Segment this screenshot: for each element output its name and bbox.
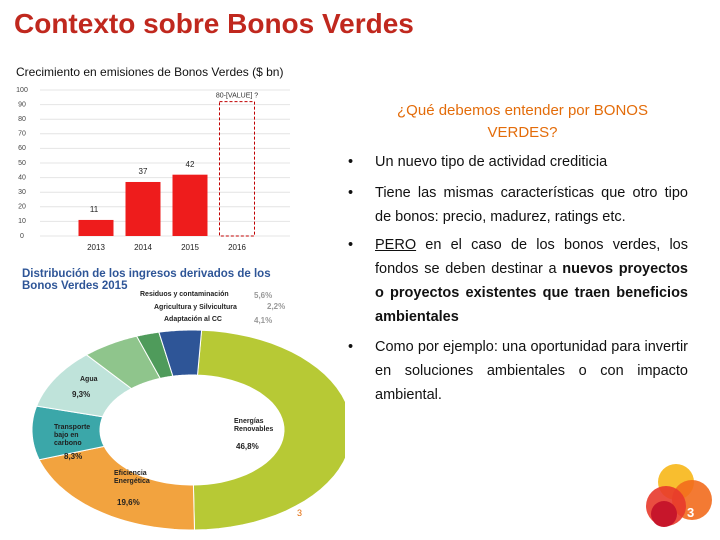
- x-tick-label: 2016: [228, 243, 246, 252]
- bullet-dot: •: [348, 185, 354, 201]
- data-label: 42: [186, 160, 195, 169]
- bullet-item: • Como por ejemplo: una oportunidad para …: [348, 335, 688, 407]
- projected-bar: [219, 101, 255, 237]
- y-tick-label: 50: [18, 160, 26, 167]
- donut-slice: [158, 329, 203, 377]
- bar: [78, 219, 114, 236]
- bar-chart-title: Crecimiento en emisiones de Bonos Verdes…: [16, 65, 284, 79]
- slice-value: 4,1%: [254, 316, 273, 325]
- y-tick-label: 10: [18, 218, 26, 225]
- donut-slice: [38, 445, 196, 531]
- slice-label: Residuos y contaminación: [140, 291, 229, 298]
- bullet-dot: •: [348, 154, 354, 170]
- y-tick-label: 100: [16, 87, 28, 94]
- slide-title: Contexto sobre Bonos Verdes: [14, 8, 414, 39]
- bullet-text: Tiene las mismas características que otr…: [375, 181, 688, 229]
- x-tick-label: 2015: [181, 243, 199, 252]
- text-run: en el caso de los bonos verdes, los fond…: [375, 237, 688, 277]
- data-label: 37: [139, 167, 148, 176]
- slice-label: Eficiencia Energética: [114, 470, 150, 485]
- y-tick-label: 90: [18, 101, 26, 108]
- x-tick-label: 2014: [134, 243, 152, 252]
- bullet-dot: •: [348, 339, 354, 355]
- slice-value: 9,3%: [72, 390, 91, 399]
- slice-value: 2,2%: [267, 302, 286, 311]
- text-run: PERO: [375, 237, 417, 253]
- y-tick-label: 0: [20, 233, 24, 240]
- slice-value: 46,8%: [236, 442, 259, 451]
- bar: [125, 181, 161, 236]
- y-tick-label: 40: [18, 174, 26, 181]
- y-tick-label: 60: [18, 145, 26, 152]
- slice-label: Agricultura y Silvicultura: [154, 304, 237, 311]
- heading: ¿Qué debemos entender por BONOS VERDES?: [397, 102, 648, 141]
- y-tick-label: 20: [18, 204, 26, 211]
- projection-label: 80-[VALUE] ?: [216, 93, 258, 100]
- y-tick-label: 70: [18, 131, 26, 138]
- bullet-item: • Un nuevo tipo de actividad crediticia: [348, 150, 688, 174]
- x-tick-label: 2013: [87, 243, 105, 252]
- text-run: Un nuevo tipo de actividad crediticia: [375, 154, 608, 170]
- slice-label: Energías Renovables: [234, 418, 274, 433]
- bar: [172, 174, 208, 236]
- data-label: 11: [90, 205, 99, 214]
- bullet-text: Un nuevo tipo de actividad crediticia: [375, 150, 688, 174]
- text-run: nuevos proyectos o proyectos existentes …: [375, 261, 688, 325]
- page-marker: 3: [297, 508, 303, 518]
- y-tick-label: 80: [18, 116, 26, 123]
- slice-value: 19,6%: [117, 498, 140, 507]
- slice-value: 8,3%: [64, 452, 83, 461]
- page-number: 3: [687, 505, 695, 520]
- slice-label: Agua: [80, 376, 98, 383]
- donut-title: Distribución de los ingresos derivados d…: [22, 268, 271, 292]
- text-run: Como por ejemplo: una oportunidad para i…: [375, 339, 688, 403]
- bullet-item: • Tiene las mismas características que ot…: [348, 181, 688, 229]
- slice-label: Adaptación al CC: [164, 316, 222, 323]
- bullet-item: • PERO en el caso de los bonos verdes, lo…: [348, 233, 688, 329]
- bar-chart: 0 10 20 30 40 50 60 70 80 90 100 2013 11 2014 37 2015 42…: [16, 87, 290, 252]
- donut-chart: [31, 329, 345, 531]
- y-tick-label: 30: [18, 189, 26, 196]
- logo: [646, 464, 712, 527]
- slice-value: 5,6%: [254, 291, 273, 300]
- bullet-dot: •: [348, 237, 354, 253]
- text-run: Tiene las mismas características que otr…: [375, 185, 688, 225]
- bullet-text: PERO en el caso de los bonos verdes, los…: [375, 233, 688, 329]
- bullet-text: Como por ejemplo: una oportunidad para i…: [375, 335, 688, 407]
- slice-label: Transporte bajo en carbono: [54, 424, 91, 447]
